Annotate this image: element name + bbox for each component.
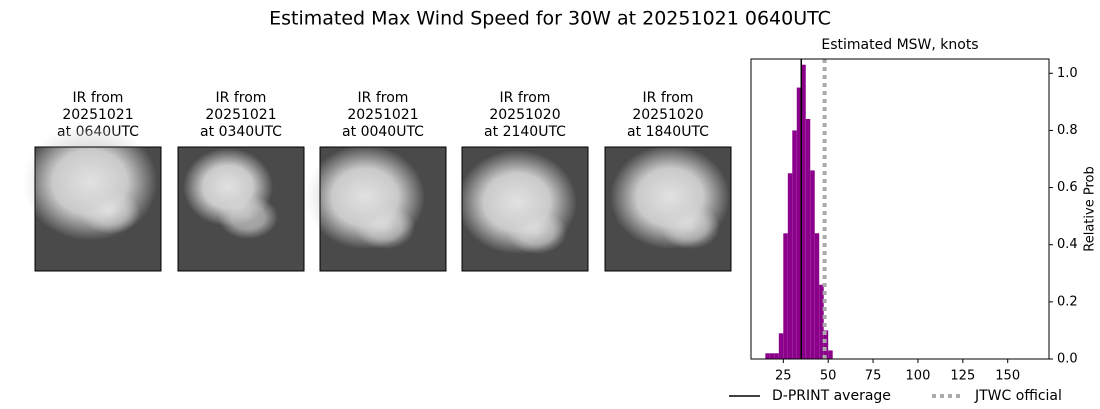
x-tick-label: 150 [995, 369, 1020, 384]
plot-frame [750, 58, 1050, 360]
panel-title: 20251020 [489, 107, 560, 123]
bar [774, 353, 779, 359]
bar [801, 64, 806, 359]
panel-title: at 0340UTC [200, 124, 282, 140]
panel-title: 20251021 [347, 107, 418, 123]
bar [796, 87, 802, 360]
y-tick-label: 0.4 [1057, 237, 1078, 252]
panel-title: IR from [358, 90, 409, 106]
x-tick-label: 25 [775, 369, 792, 384]
bar [810, 170, 815, 359]
y-tick-label: 1.0 [1057, 66, 1078, 81]
bar [823, 330, 829, 359]
x-tick-label: 50 [820, 369, 837, 384]
y-tick-label: 0.2 [1057, 294, 1078, 309]
bar [819, 284, 824, 359]
bar [783, 233, 788, 359]
bar [765, 353, 770, 359]
cloud [660, 205, 720, 249]
bar [787, 173, 793, 359]
cloud [355, 205, 415, 249]
legend-label: D-PRINT average [772, 388, 891, 404]
cloud [80, 190, 140, 234]
x-tick-label: 125 [950, 369, 975, 384]
bar [778, 333, 784, 359]
panel-title: 20251020 [632, 107, 703, 123]
panel-title: IR from [643, 90, 694, 106]
image-frame [319, 146, 447, 272]
legend-label: JTWC official [974, 388, 1062, 404]
panel-title: IR from [216, 90, 267, 106]
panel-title: IR from [73, 90, 124, 106]
bar [792, 130, 797, 359]
cloud [507, 210, 567, 254]
y-axis-title: Relative Prob [1083, 166, 1098, 251]
x-tick-label: 100 [906, 369, 931, 384]
image-frame [604, 146, 732, 272]
panel-title: 20251021 [205, 107, 276, 123]
cloud [218, 195, 278, 239]
bar [814, 233, 820, 359]
panel-title: IR from [500, 90, 551, 106]
image-frame [34, 146, 162, 272]
bar [769, 353, 775, 359]
chart-title: Estimated MSW, knots [821, 37, 978, 53]
image-frame [177, 146, 305, 272]
panel-title: 20251021 [62, 107, 133, 123]
figure-title: Estimated Max Wind Speed for 30W at 2025… [269, 8, 831, 30]
bar [805, 119, 811, 359]
bar [828, 350, 833, 359]
panel-title: at 1840UTC [627, 124, 709, 140]
y-tick-label: 0.6 [1057, 180, 1078, 195]
y-tick-label: 0.0 [1057, 352, 1078, 367]
panel-title: at 2140UTC [484, 124, 566, 140]
image-frame [461, 146, 589, 272]
y-tick-label: 0.8 [1057, 123, 1078, 138]
x-tick-label: 75 [865, 369, 882, 384]
panel-title: at 0040UTC [342, 124, 424, 140]
